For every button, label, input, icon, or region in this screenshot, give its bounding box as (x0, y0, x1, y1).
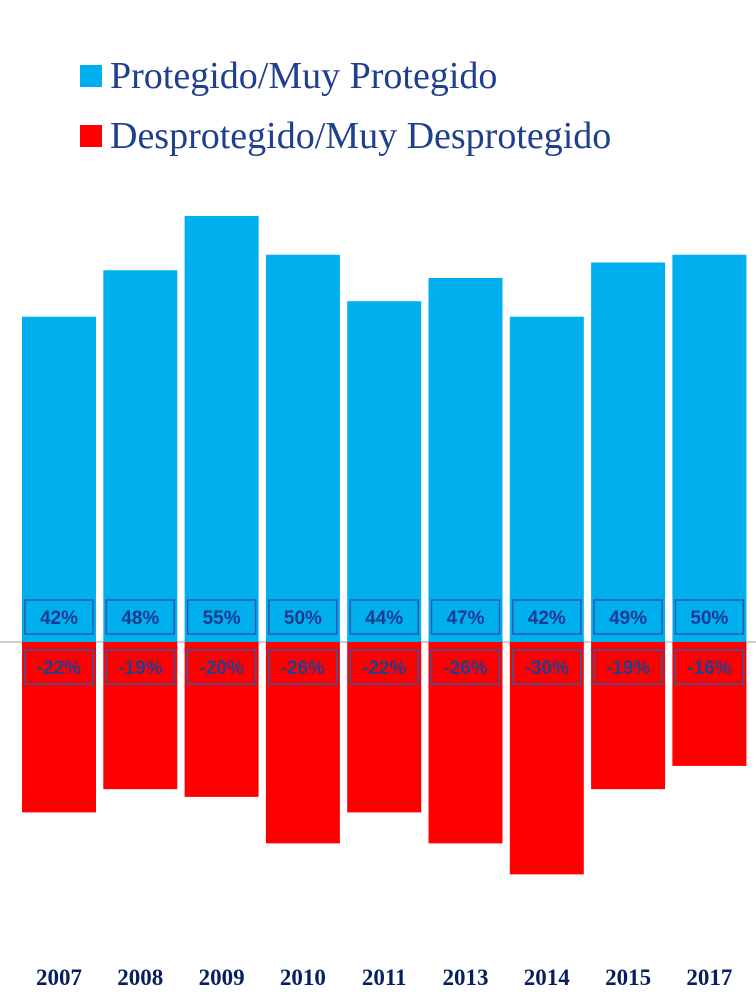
x-tick-label-2009: 2009 (199, 965, 245, 990)
label-box-unprotected-2013 (430, 649, 501, 685)
label-box-unprotected-2009 (186, 649, 257, 685)
data-label-unprotected-2017: -16% (687, 658, 731, 679)
bar-unprotected-2017 (672, 642, 747, 766)
label-box-protected-2010 (268, 599, 338, 635)
bar-protected-2007 (22, 316, 96, 642)
label-box-protected-2017 (674, 599, 745, 635)
data-label-protected-2013: 47% (446, 608, 484, 629)
data-label-unprotected-2011: -22% (362, 658, 406, 679)
label-box-protected-2007 (24, 599, 94, 635)
x-tick-label-2007: 2007 (36, 965, 82, 990)
legend-label-unprotected: Desprotegido/Muy Desprotegido (110, 115, 612, 157)
label-box-unprotected-2014 (512, 649, 582, 685)
label-box-protected-2009 (186, 599, 257, 635)
x-tick-label-2010: 2010 (280, 965, 326, 990)
data-label-protected-2010: 50% (284, 608, 322, 629)
chart-legend: Protegido/Muy Protegido Desprotegido/Muy… (80, 48, 740, 168)
bar-unprotected-2007 (22, 642, 96, 813)
bar-protected-2013 (428, 277, 503, 642)
data-label-unprotected-2014: -30% (525, 658, 569, 679)
label-box-unprotected-2011 (349, 649, 419, 685)
data-label-protected-2008: 48% (121, 608, 159, 629)
bar-protected-2011 (347, 301, 422, 642)
bar-unprotected-2010 (265, 642, 340, 844)
x-tick-label-2015: 2015 (605, 965, 651, 990)
label-box-protected-2008 (105, 599, 176, 635)
bar-protected-2015 (591, 262, 666, 642)
data-label-unprotected-2007: -22% (37, 658, 81, 679)
data-label-unprotected-2008: -19% (118, 658, 162, 679)
data-label-unprotected-2009: -20% (199, 658, 243, 679)
data-label-unprotected-2010: -26% (281, 658, 325, 679)
data-label-protected-2007: 42% (40, 608, 78, 629)
data-label-protected-2015: 49% (609, 608, 647, 629)
bar-unprotected-2014 (509, 642, 584, 875)
x-tick-label-2013: 2013 (443, 965, 489, 990)
bar-unprotected-2011 (347, 642, 422, 813)
data-label-protected-2014: 42% (528, 608, 566, 629)
label-box-protected-2013 (430, 599, 501, 635)
bar-protected-2014 (509, 316, 584, 642)
legend-label-protected: Protegido/Muy Protegido (110, 55, 498, 97)
bar-unprotected-2015 (591, 642, 666, 790)
data-label-protected-2011: 44% (365, 608, 403, 629)
x-tick-label-2011: 2011 (362, 965, 407, 990)
x-tick-label-2014: 2014 (524, 965, 571, 990)
data-label-unprotected-2013: -26% (443, 658, 487, 679)
legend-swatch-unprotected (80, 125, 102, 147)
bar-protected-2017 (672, 254, 747, 642)
data-label-protected-2017: 50% (690, 608, 728, 629)
legend-item-unprotected: Desprotegido/Muy Desprotegido (80, 108, 740, 164)
x-tick-label-2008: 2008 (117, 965, 163, 990)
label-box-unprotected-2008 (105, 649, 176, 685)
label-box-unprotected-2007 (24, 649, 94, 685)
label-box-unprotected-2010 (268, 649, 338, 685)
bar-protected-2008 (103, 270, 178, 642)
bar-protected-2009 (184, 216, 259, 642)
bar-unprotected-2008 (103, 642, 178, 790)
data-label-unprotected-2015: -19% (606, 658, 650, 679)
label-box-protected-2011 (349, 599, 419, 635)
bar-protected-2010 (265, 254, 340, 642)
x-tick-label-2017: 2017 (686, 965, 732, 990)
bar-unprotected-2009 (184, 642, 259, 797)
label-box-protected-2014 (512, 599, 582, 635)
label-box-unprotected-2015 (593, 649, 663, 685)
legend-item-protected: Protegido/Muy Protegido (80, 48, 740, 104)
bar-unprotected-2013 (428, 642, 503, 844)
label-box-protected-2015 (593, 599, 663, 635)
label-box-unprotected-2017 (674, 649, 745, 685)
legend-swatch-protected (80, 65, 102, 87)
data-label-protected-2009: 55% (203, 608, 241, 629)
